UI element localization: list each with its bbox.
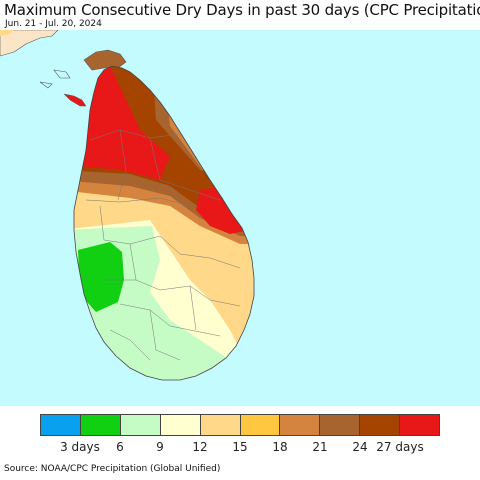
legend-swatch (280, 415, 321, 435)
legend-swatch (41, 415, 81, 435)
legend-tick-label: 24 (352, 440, 368, 454)
sri-lanka-coastline (73, 65, 255, 381)
islet (53, 69, 71, 79)
mainland-india (0, 30, 59, 57)
wet-zone-west (78, 242, 124, 312)
color-legend (40, 414, 440, 436)
legend-ticks: 3 days 6 9 12 15 18 21 24 27 days (40, 440, 440, 456)
mainland-coast (0, 30, 14, 36)
legend-tick-label: 9 (156, 440, 164, 454)
legend-tick-label: 3 days (60, 440, 100, 454)
legend-tick-label: 21 (312, 440, 328, 454)
legend-tick-label: 6 (116, 440, 124, 454)
islet (39, 81, 53, 89)
legend-tick-label: 12 (192, 440, 208, 454)
dry-days-map (0, 30, 480, 406)
legend-swatch (240, 415, 281, 435)
district-boundaries (85, 129, 241, 361)
mannar-islet (63, 93, 87, 107)
legend-tick-label: 27 days (376, 440, 424, 454)
legend-swatch (400, 415, 440, 435)
legend-tick-label: 15 (232, 440, 248, 454)
legend-swatch (320, 415, 361, 435)
jaffna-peninsula (83, 49, 127, 71)
date-range: Jun. 21 - Jul. 20, 2024 (5, 19, 102, 29)
legend-swatch (360, 415, 401, 435)
legend-swatch (80, 415, 121, 435)
ocean (0, 30, 480, 406)
source-credit: Source: NOAA/CPC Precipitation (Global U… (4, 464, 221, 474)
legend-tick-label: 18 (272, 440, 288, 454)
legend-swatch (160, 415, 201, 435)
map-title: Maximum Consecutive Dry Days in past 30 … (4, 1, 480, 19)
legend-swatch (120, 415, 161, 435)
legend-swatch (200, 415, 241, 435)
